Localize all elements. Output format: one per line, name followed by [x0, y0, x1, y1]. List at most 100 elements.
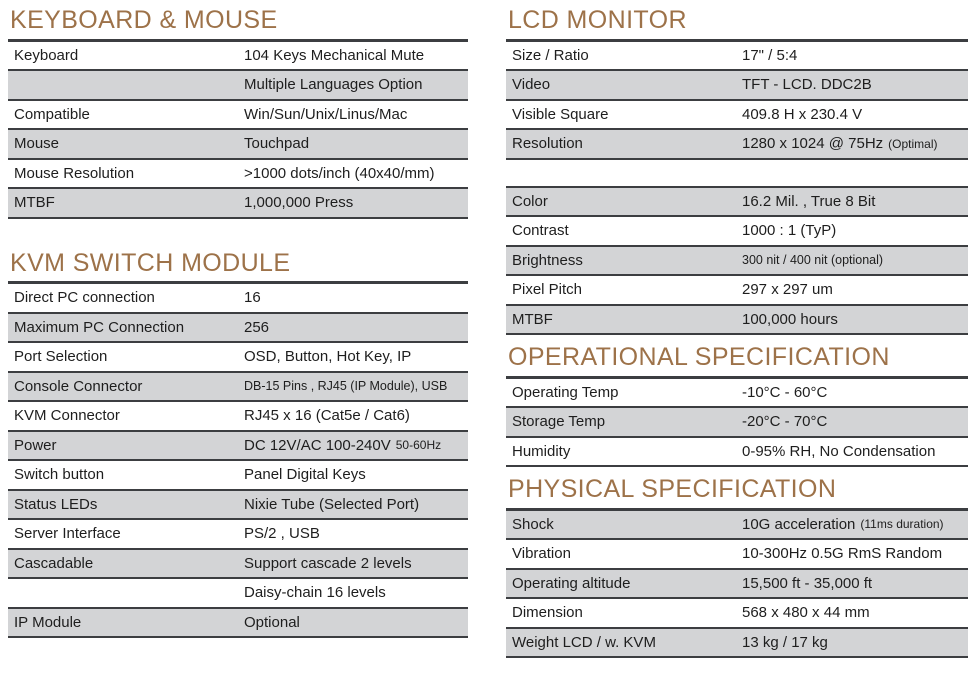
spec-row: MTBF 1,000,000 Press	[8, 189, 468, 219]
spec-value: 0-95% RH, No Condensation	[742, 442, 936, 460]
spec-label: Status LEDs	[14, 495, 98, 513]
spec-row: Mouse Resolution >1000 dots/inch (40x40/…	[8, 160, 468, 189]
spec-label: Compatible	[14, 105, 90, 123]
spec-row: Multiple Languages Option	[8, 71, 468, 101]
spec-label: MTBF	[14, 194, 55, 212]
spec-label: Maximum PC Connection	[14, 318, 185, 336]
spec-value: 100,000 hours	[742, 310, 838, 328]
spec-value: Nixie Tube (Selected Port)	[244, 495, 420, 513]
column-left: KEYBOARD & MOUSE Keyboard 104 Keys Mecha…	[8, 2, 468, 658]
spec-row: MTBF 100,000 hours	[506, 305, 968, 335]
spec-value: 409.8 H x 230.4 V	[742, 105, 863, 123]
spec-row: Operating Temp -10°C - 60°C	[506, 379, 968, 408]
spec-row: Color 16.2 Mil. , True 8 Bit	[506, 187, 968, 217]
table-physical-specification: Shock 10G acceleration (11ms duration) V…	[506, 510, 968, 658]
spec-label: Brightness	[512, 251, 583, 269]
spec-row: Humidity 0-95% RH, No Condensation	[506, 438, 968, 467]
section-title-lcd-monitor: LCD MONITOR	[506, 2, 968, 42]
spec-label: Keyboard	[14, 46, 79, 64]
spec-label: Direct PC connection	[14, 289, 155, 307]
spec-row: KVM Connector RJ45 x 16 (Cat5e / Cat6)	[8, 402, 468, 432]
table-lcd-monitor: Size / Ratio 17" / 5:4 Video TFT - LCD. …	[506, 42, 968, 335]
spec-value: 16	[244, 289, 261, 307]
spec-label: Mouse Resolution	[14, 164, 135, 182]
spec-label: Storage Temp	[512, 413, 606, 431]
spec-label: Console Connector	[14, 377, 143, 395]
spec-row: Power DC 12V/AC 100-240V 50-60Hz	[8, 431, 468, 461]
spec-label: Mouse	[14, 135, 60, 153]
spec-label: Pixel Pitch	[512, 281, 583, 299]
spec-row: Video TFT - LCD. DDC2B	[506, 71, 968, 101]
table-keyboard-mouse: Keyboard 104 Keys Mechanical Mute Multip…	[8, 42, 468, 219]
spec-row: Keyboard 104 Keys Mechanical Mute	[8, 42, 468, 71]
spec-value: 13 kg / 17 kg	[742, 633, 828, 651]
spec-row: Server Interface PS/2 , USB	[8, 520, 468, 550]
spec-label: IP Module	[14, 613, 82, 631]
spec-value: 16.2 Mil. , True 8 Bit	[742, 192, 876, 210]
spec-value: -20°C - 70°C	[742, 413, 828, 431]
spec-row: Direct PC connection 16	[8, 284, 468, 314]
spec-label: Humidity	[512, 442, 571, 460]
spec-value: Multiple Languages Option	[244, 76, 423, 94]
spec-label: Resolution	[512, 135, 583, 153]
table-operational-specification: Operating Temp -10°C - 60°C Storage Temp…	[506, 379, 968, 467]
spec-value: 1280 x 1024 @ 75Hz	[742, 135, 884, 153]
spec-value: Panel Digital Keys	[244, 466, 366, 484]
spec-row: Pixel Pitch 297 x 297 um	[506, 276, 968, 306]
spec-label: MTBF	[512, 310, 553, 328]
spec-label: Operating altitude	[512, 574, 631, 592]
spec-value: Support cascade 2 levels	[244, 554, 412, 572]
spec-row: Brightness 300 nit / 400 nit (optional)	[506, 246, 968, 276]
spec-value: 104 Keys Mechanical Mute	[244, 46, 425, 64]
spec-value-suffix: (Optimal)	[888, 136, 938, 151]
spec-label: Size / Ratio	[512, 46, 589, 64]
spec-row: Visible Square 409.8 H x 230.4 V	[506, 101, 968, 130]
section-title-keyboard-mouse: KEYBOARD & MOUSE	[8, 2, 468, 42]
spec-label: Switch button	[14, 466, 105, 484]
spec-value: PS/2 , USB	[244, 525, 320, 543]
spec-value: Daisy-chain 16 levels	[244, 584, 386, 602]
spec-value: RJ45 x 16 (Cat5e / Cat6)	[244, 407, 410, 425]
spec-value: DB-15 Pins , RJ45 (IP Module), USB	[244, 379, 448, 394]
spec-value: 1000 : 1 (TyP)	[742, 222, 837, 240]
spec-value: 10-300Hz 0.5G RmS Random	[742, 545, 943, 563]
spec-value: >1000 dots/inch (40x40/mm)	[244, 164, 435, 182]
spec-row: Maximum PC Connection 256	[8, 313, 468, 343]
spec-row: Switch button Panel Digital Keys	[8, 461, 468, 491]
spec-value: Touchpad	[244, 135, 310, 153]
column-right: LCD MONITOR Size / Ratio 17" / 5:4 Video…	[506, 2, 968, 658]
spec-value: -10°C - 60°C	[742, 383, 828, 401]
spec-value: 297 x 297 um	[742, 281, 833, 299]
spec-row: Daisy-chain 16 levels	[8, 579, 468, 609]
spec-label: Cascadable	[14, 554, 94, 572]
spec-label: Vibration	[512, 545, 571, 563]
spec-value: DC 12V/AC 100-240V	[244, 436, 391, 454]
spec-value: TFT - LCD. DDC2B	[742, 76, 872, 94]
spec-value: 15,500 ft - 35,000 ft	[742, 574, 873, 592]
spec-row: Operating altitude 15,500 ft - 35,000 ft	[506, 569, 968, 599]
spec-label: Port Selection	[14, 348, 108, 366]
spec-value-suffix: 50-60Hz	[395, 438, 442, 453]
section-title-operational-specification: OPERATIONAL SPECIFICATION	[506, 339, 968, 379]
spec-value: Optional	[244, 613, 300, 631]
spec-row: Port Selection OSD, Button, Hot Key, IP	[8, 343, 468, 373]
spec-value: 568 x 480 x 44 mm	[742, 604, 870, 622]
table-kvm-switch-module: Direct PC connection 16 Maximum PC Conne…	[8, 284, 468, 638]
spec-row: Cascadable Support cascade 2 levels	[8, 549, 468, 579]
spec-value: 256	[244, 318, 270, 336]
spec-label: Contrast	[512, 222, 569, 240]
spec-label: Video	[512, 76, 551, 94]
spec-value: 17" / 5:4	[742, 46, 798, 64]
table-gap	[506, 159, 968, 188]
spec-sheet: KEYBOARD & MOUSE Keyboard 104 Keys Mecha…	[8, 2, 968, 658]
spec-row: Vibration 10-300Hz 0.5G RmS Random	[506, 540, 968, 570]
spec-row: Dimension 568 x 480 x 44 mm	[506, 599, 968, 629]
spec-label: Color	[512, 192, 548, 210]
spec-value: Win/Sun/Unix/Linus/Mac	[244, 105, 408, 123]
spec-row: Status LEDs Nixie Tube (Selected Port)	[8, 490, 468, 520]
spec-row: Weight LCD / w. KVM 13 kg / 17 kg	[506, 628, 968, 658]
spec-row: Size / Ratio 17" / 5:4	[506, 42, 968, 71]
spec-value: OSD, Button, Hot Key, IP	[244, 348, 412, 366]
spec-row: Resolution 1280 x 1024 @ 75Hz (Optimal)	[506, 130, 968, 160]
spec-label: Weight LCD / w. KVM	[512, 633, 656, 651]
